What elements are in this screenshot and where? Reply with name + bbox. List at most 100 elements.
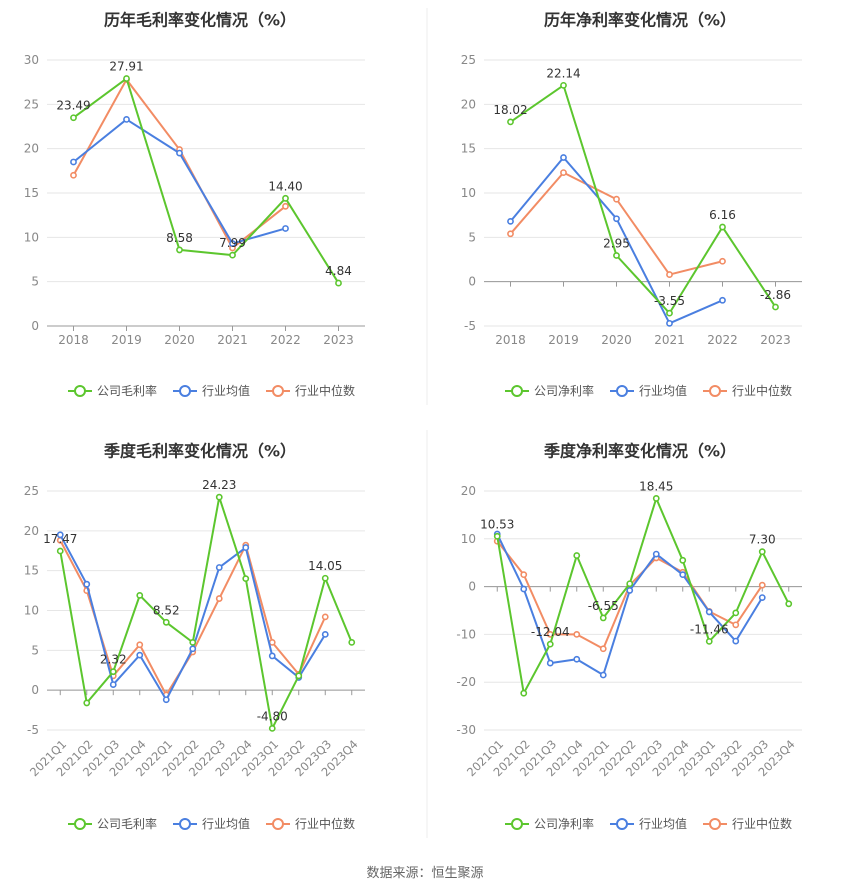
y-tick-label: 20 (24, 142, 39, 156)
source-note: 数据来源：恒生聚源 (366, 866, 484, 881)
legend-label: 行业均值 (639, 816, 687, 831)
y-tick-label: 20 (461, 97, 476, 111)
data-point-median (282, 202, 289, 210)
legend-swatch-marker (616, 818, 628, 830)
y-tick-label: -30 (456, 723, 476, 737)
legend-swatch-marker (272, 385, 284, 397)
data-point-company (546, 640, 554, 648)
y-tick-label: 20 (24, 524, 39, 538)
data-label: 14.40 (268, 179, 302, 193)
data-label: -4.80 (257, 709, 288, 723)
data-label: 17.47 (43, 532, 77, 546)
legend-item: 行业均值 (173, 816, 250, 831)
legend-label: 行业中位数 (295, 816, 355, 831)
y-tick-label: -20 (456, 675, 476, 689)
data-point-avg (573, 655, 581, 663)
y-tick-label: -10 (456, 627, 476, 641)
data-point-company (652, 495, 660, 502)
data-point-avg (70, 158, 77, 166)
y-tick-label: 10 (24, 604, 39, 618)
y-tick-label: 0 (31, 319, 39, 333)
series-line-avg (72, 118, 286, 245)
data-point-company (785, 600, 793, 608)
x-tick-label: 2023 (323, 333, 354, 347)
legend-swatch-marker (709, 818, 721, 830)
data-point-avg (599, 671, 607, 679)
data-point-company (83, 699, 91, 707)
legend-swatch-marker (74, 818, 86, 830)
legend-item: 行业中位数 (266, 816, 355, 831)
data-point-avg (109, 681, 117, 688)
data-point-median (136, 641, 144, 649)
data-label: 14.05 (308, 559, 342, 573)
y-tick-label: 15 (24, 564, 39, 578)
y-tick-label: -5 (27, 723, 39, 737)
data-point-median (268, 638, 276, 646)
data-label: 4.84 (325, 264, 352, 278)
data-point-company (560, 81, 567, 89)
data-point-median (520, 571, 528, 579)
data-point-company (162, 618, 170, 626)
data-point-median (758, 581, 766, 589)
y-tick-label: 25 (24, 97, 39, 111)
data-label: -12.04 (531, 625, 570, 639)
data-label: 2.32 (100, 653, 127, 667)
data-point-company (268, 725, 276, 732)
y-tick-label: 25 (24, 484, 39, 498)
y-tick-label: 20 (461, 484, 476, 498)
data-point-median (560, 169, 567, 177)
legend-swatch-marker (272, 818, 284, 830)
legend-label: 公司净利率 (534, 816, 594, 831)
data-point-company (136, 591, 144, 599)
chart-title: 季度毛利率变化情况（%） (103, 442, 296, 461)
data-point-company (679, 556, 687, 564)
data-point-avg (83, 580, 91, 588)
legend-swatch-marker (179, 818, 191, 830)
chart-panel-3: 季度毛利率变化情况（%）-505101520252021Q12021Q22021… (24, 442, 365, 831)
data-point-company (229, 251, 236, 259)
legend-item: 公司毛利率 (68, 816, 157, 831)
data-point-avg (626, 587, 634, 594)
legend-item: 行业均值 (173, 383, 250, 398)
data-point-company (123, 75, 130, 82)
data-point-median (70, 171, 77, 179)
data-point-avg (215, 564, 223, 571)
legend-label: 行业均值 (202, 383, 250, 398)
legend-swatch-marker (511, 385, 523, 397)
data-point-company (56, 547, 64, 555)
chart-title: 历年净利率变化情况（%） (544, 11, 736, 30)
data-point-company (719, 223, 726, 231)
y-tick-label: 0 (468, 275, 476, 289)
legend-label: 行业中位数 (295, 383, 355, 398)
data-point-company (626, 580, 634, 588)
data-label: 6.16 (709, 208, 736, 222)
data-point-company (321, 574, 329, 582)
data-point-avg (229, 240, 236, 247)
data-point-company (242, 575, 250, 583)
x-tick-label: 2020 (164, 333, 195, 347)
x-tick-label: 2020 (601, 333, 632, 347)
data-point-median (507, 230, 514, 238)
legend-swatch-marker (709, 385, 721, 397)
data-point-avg (560, 154, 567, 161)
legend-item: 公司毛利率 (68, 383, 157, 398)
y-tick-label: 0 (31, 683, 39, 697)
legend-swatch-marker (511, 818, 523, 830)
data-point-company (493, 532, 501, 540)
legend-item: 行业中位数 (703, 816, 792, 831)
series-line-company (509, 84, 777, 315)
y-tick-label: 5 (31, 643, 39, 657)
data-point-avg (242, 544, 250, 551)
legend-item: 行业均值 (610, 816, 687, 831)
legend-label: 公司毛利率 (97, 383, 157, 398)
data-point-company (705, 637, 713, 645)
series-line-company (59, 496, 353, 730)
data-point-company (772, 303, 779, 311)
legend-item: 公司净利率 (505, 816, 594, 831)
legend-item: 公司净利率 (505, 383, 594, 398)
data-point-company (573, 552, 581, 559)
y-tick-label: 10 (24, 230, 39, 244)
data-point-avg (162, 696, 170, 704)
data-label: -6.55 (588, 599, 619, 613)
